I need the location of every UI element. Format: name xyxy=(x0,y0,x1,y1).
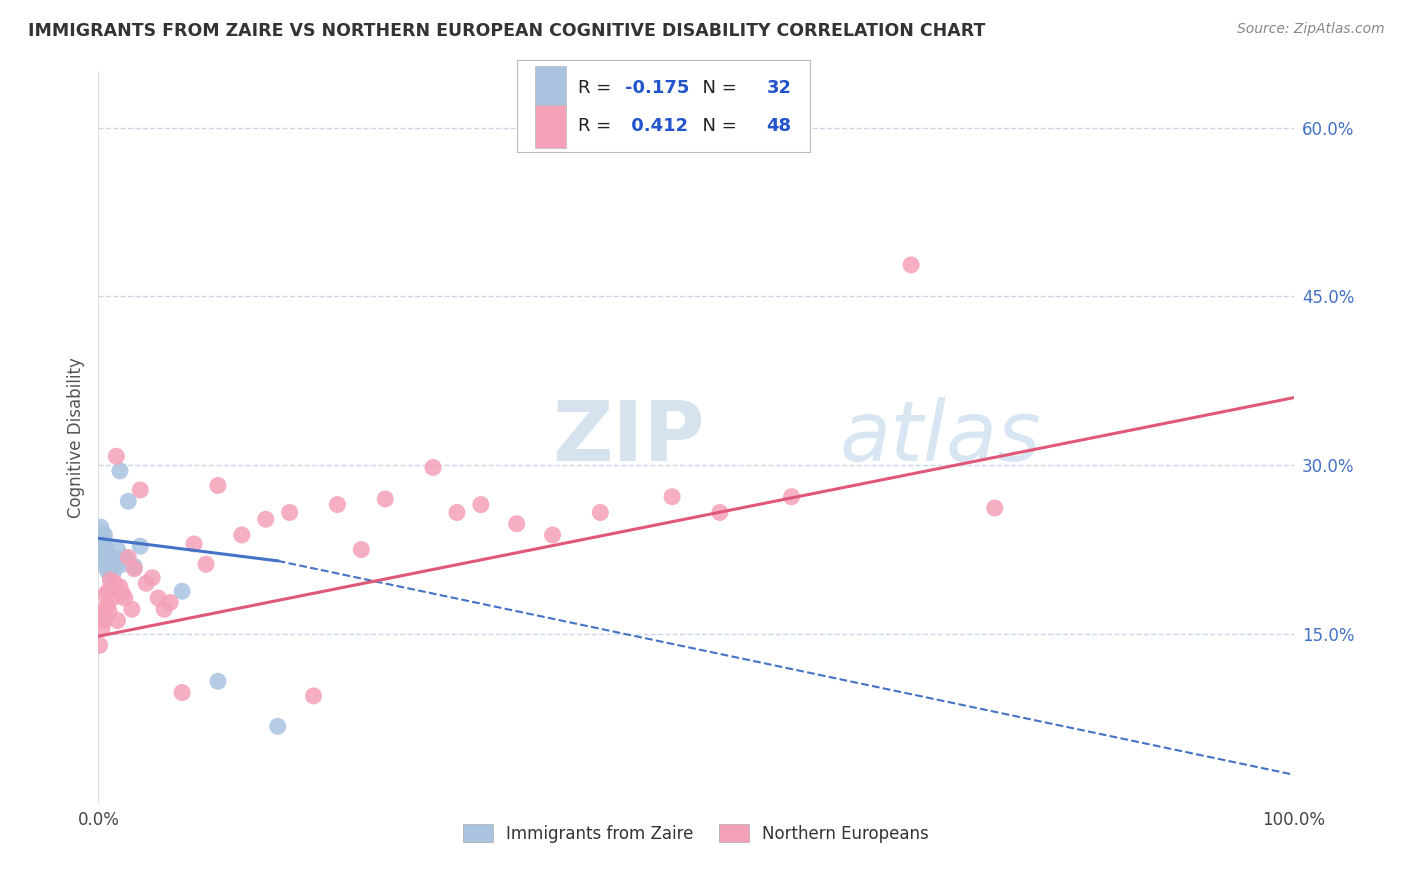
Point xyxy=(93,546,115,560)
Point xyxy=(984,500,1007,515)
Point xyxy=(97,565,120,579)
Point xyxy=(506,516,529,531)
Text: N =: N = xyxy=(692,117,742,136)
Point xyxy=(172,584,194,599)
Text: IMMIGRANTS FROM ZAIRE VS NORTHERN EUROPEAN COGNITIVE DISABILITY CORRELATION CHAR: IMMIGRANTS FROM ZAIRE VS NORTHERN EUROPE… xyxy=(28,22,986,40)
Point xyxy=(91,554,114,568)
Point xyxy=(129,483,152,497)
Point xyxy=(326,498,349,512)
Point xyxy=(124,559,146,574)
Point xyxy=(111,558,134,572)
Point xyxy=(89,638,111,652)
Point xyxy=(114,591,136,605)
Point xyxy=(98,573,122,587)
Point xyxy=(96,599,118,613)
Point xyxy=(278,506,301,520)
Text: N =: N = xyxy=(692,78,742,96)
Point xyxy=(661,490,683,504)
Point xyxy=(93,528,115,542)
Point xyxy=(108,580,131,594)
Point xyxy=(107,542,129,557)
Point xyxy=(422,460,444,475)
Text: R =: R = xyxy=(578,78,617,96)
Point xyxy=(91,525,114,540)
Point xyxy=(117,550,139,565)
Point xyxy=(302,689,325,703)
Point xyxy=(94,539,117,553)
Point xyxy=(124,562,146,576)
Y-axis label: Cognitive Disability: Cognitive Disability xyxy=(66,357,84,517)
Point xyxy=(105,449,128,463)
Text: 48: 48 xyxy=(766,117,792,136)
Point xyxy=(91,621,114,635)
Point xyxy=(108,464,131,478)
Point xyxy=(90,610,112,624)
Point xyxy=(96,554,118,568)
Point xyxy=(94,559,117,574)
Point xyxy=(780,490,803,504)
Point xyxy=(98,605,121,619)
Point xyxy=(231,528,253,542)
Point xyxy=(900,258,922,272)
Point xyxy=(93,534,115,549)
Point xyxy=(541,528,564,542)
FancyBboxPatch shape xyxy=(534,66,565,109)
Text: R =: R = xyxy=(578,117,617,136)
Text: 32: 32 xyxy=(766,78,792,96)
Point xyxy=(97,550,120,565)
Point xyxy=(93,614,115,628)
Point xyxy=(267,719,290,733)
Point xyxy=(90,532,112,546)
Point xyxy=(103,564,125,578)
Point xyxy=(135,576,157,591)
FancyBboxPatch shape xyxy=(534,104,565,148)
Point xyxy=(97,584,120,599)
Point xyxy=(98,571,122,585)
Point xyxy=(159,595,181,609)
Point xyxy=(129,539,152,553)
Point xyxy=(141,571,163,585)
Point xyxy=(89,537,111,551)
Point xyxy=(103,575,125,590)
Text: 0.412: 0.412 xyxy=(626,117,689,136)
Point xyxy=(350,542,373,557)
Text: atlas: atlas xyxy=(839,397,1040,477)
Point xyxy=(100,559,122,574)
Legend: Immigrants from Zaire, Northern Europeans: Immigrants from Zaire, Northern European… xyxy=(457,818,935,849)
Point xyxy=(589,506,612,520)
Point xyxy=(207,674,229,689)
Point xyxy=(101,550,124,565)
Point xyxy=(90,520,112,534)
Point xyxy=(195,558,218,572)
Point xyxy=(111,586,134,600)
Text: ZIP: ZIP xyxy=(553,397,704,477)
Point xyxy=(98,558,121,572)
Point xyxy=(207,478,229,492)
Point xyxy=(183,537,205,551)
Point xyxy=(254,512,277,526)
Point xyxy=(148,591,170,605)
Point xyxy=(374,491,396,506)
Point xyxy=(96,548,118,562)
Point xyxy=(105,558,128,572)
Point xyxy=(470,498,492,512)
Point xyxy=(114,550,136,565)
Point xyxy=(121,602,143,616)
Point xyxy=(91,539,114,553)
Point xyxy=(446,506,468,520)
Text: Source: ZipAtlas.com: Source: ZipAtlas.com xyxy=(1237,22,1385,37)
Text: -0.175: -0.175 xyxy=(626,78,690,96)
Point xyxy=(94,588,117,602)
Point xyxy=(172,685,194,699)
Point xyxy=(91,542,114,557)
FancyBboxPatch shape xyxy=(517,61,810,152)
Point xyxy=(117,494,139,508)
Point xyxy=(101,591,124,605)
Point xyxy=(107,614,129,628)
Point xyxy=(709,506,731,520)
Point xyxy=(153,602,176,616)
Point xyxy=(91,605,114,619)
